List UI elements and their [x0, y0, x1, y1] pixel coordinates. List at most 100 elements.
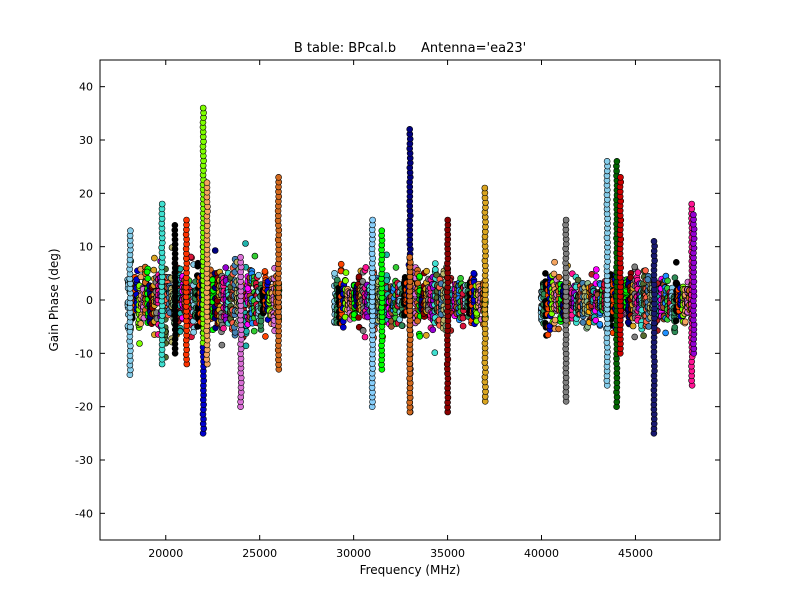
data-point	[613, 158, 621, 165]
data-point	[150, 266, 158, 274]
data-point	[339, 323, 347, 331]
x-tick-label: 45000	[618, 547, 653, 560]
data-point	[459, 322, 467, 330]
data-point	[190, 328, 197, 336]
data-point	[555, 325, 562, 333]
x-tick-label: 40000	[524, 547, 559, 560]
data-point	[262, 333, 269, 340]
data-point	[470, 269, 478, 277]
data-point	[183, 216, 190, 224]
data-point	[555, 273, 563, 281]
data-point	[151, 254, 158, 262]
data-point	[359, 278, 367, 285]
data-point	[255, 271, 262, 279]
data-point	[664, 277, 671, 285]
data-point	[423, 267, 430, 275]
y-tick-label: 10	[79, 241, 93, 254]
data-point	[337, 260, 345, 268]
data-point	[355, 314, 362, 321]
plot-area	[124, 104, 698, 437]
data-point	[137, 320, 145, 327]
y-tick-label: 20	[79, 187, 93, 200]
data-point	[392, 264, 400, 271]
data-point	[681, 318, 689, 326]
data-point	[640, 332, 647, 340]
data-point	[629, 322, 637, 330]
chart-title: B table: BPcal.b Antenna='ea23'	[294, 41, 526, 56]
data-point	[250, 327, 258, 335]
data-point	[481, 184, 489, 192]
data-point	[574, 276, 582, 284]
data-point	[406, 126, 414, 133]
x-tick-label: 25000	[242, 547, 277, 560]
y-tick-label: -40	[75, 507, 93, 520]
data-point	[634, 269, 642, 276]
data-point	[237, 253, 244, 261]
data-point	[143, 268, 151, 276]
x-tick-label: 30000	[336, 547, 371, 560]
data-point	[361, 333, 369, 341]
data-point	[257, 317, 265, 325]
data-point	[431, 260, 439, 267]
data-point	[242, 240, 249, 247]
data-point	[359, 327, 367, 335]
data-point	[642, 267, 649, 274]
data-point	[579, 319, 587, 326]
data-point	[592, 273, 600, 280]
y-tick-label: -10	[75, 347, 93, 360]
data-point	[342, 269, 350, 276]
data-point	[199, 104, 207, 112]
data-point	[398, 322, 406, 329]
data-point	[422, 331, 430, 339]
data-point	[362, 264, 370, 271]
data-point	[333, 276, 341, 284]
data-point	[631, 263, 639, 271]
y-tick-label: -20	[75, 401, 93, 414]
x-tick-label: 35000	[430, 547, 465, 560]
data-point	[457, 274, 464, 282]
data-point	[444, 216, 452, 224]
data-point	[275, 174, 282, 181]
data-point	[431, 266, 439, 273]
data-point	[171, 222, 179, 229]
data-point	[562, 216, 570, 224]
data-point	[406, 253, 414, 261]
data-point	[672, 317, 680, 325]
x-axis-label: Frequency (MHz)	[360, 563, 461, 577]
data-point	[550, 270, 558, 278]
data-point	[650, 238, 658, 245]
data-point	[592, 266, 600, 273]
data-point	[203, 179, 211, 186]
data-point	[662, 329, 669, 337]
data-point	[218, 341, 226, 349]
y-tick-label: 40	[79, 81, 93, 94]
data-point	[331, 269, 338, 277]
data-point	[551, 316, 559, 324]
data-point	[592, 316, 600, 324]
y-axis-label: Gain Phase (deg)	[47, 248, 61, 351]
data-point	[378, 227, 386, 234]
data-point	[414, 317, 421, 325]
data-point	[222, 264, 229, 271]
data-point	[144, 275, 152, 282]
data-point	[631, 333, 639, 341]
data-point	[211, 247, 219, 254]
y-tick-label: -30	[75, 454, 93, 467]
data-point	[617, 174, 624, 181]
data-point	[416, 332, 424, 340]
data-point	[416, 273, 423, 280]
y-tick-label: 0	[86, 294, 93, 307]
data-point	[136, 340, 143, 347]
data-point	[350, 311, 358, 318]
data-point	[369, 216, 376, 224]
data-point	[127, 227, 134, 234]
data-point	[688, 200, 696, 208]
y-tick-label: 30	[79, 134, 93, 147]
data-point	[671, 324, 679, 331]
data-point	[672, 258, 680, 266]
data-point	[429, 326, 437, 334]
data-point	[251, 252, 259, 260]
data-point	[551, 258, 558, 266]
data-point	[137, 273, 145, 281]
